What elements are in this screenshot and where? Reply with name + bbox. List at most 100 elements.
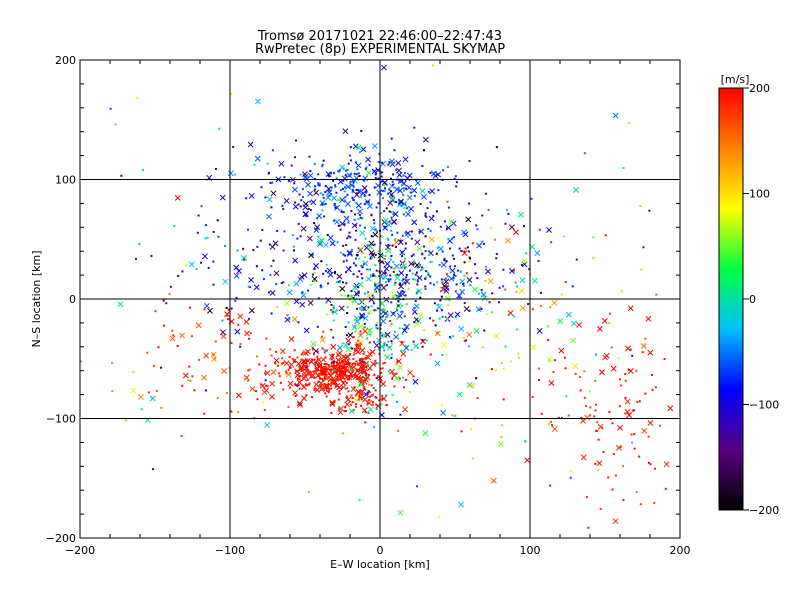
data-point xyxy=(236,249,239,252)
data-point xyxy=(382,197,385,200)
data-point xyxy=(374,389,377,392)
data-point xyxy=(593,415,596,418)
data-point xyxy=(403,187,406,190)
data-point xyxy=(355,307,358,310)
data-point xyxy=(347,216,350,219)
data-point xyxy=(375,269,378,272)
data-point xyxy=(368,268,371,271)
data-point xyxy=(485,313,488,316)
data-point xyxy=(383,258,386,261)
data-point xyxy=(351,401,354,404)
data-point xyxy=(599,369,605,376)
data-point xyxy=(201,253,208,260)
data-point xyxy=(340,209,343,212)
data-point xyxy=(427,271,430,274)
data-point xyxy=(601,426,604,429)
data-point xyxy=(454,311,461,318)
data-point xyxy=(325,363,328,366)
data-point xyxy=(415,271,418,274)
data-point xyxy=(311,273,314,276)
data-point xyxy=(286,314,289,317)
data-point xyxy=(245,197,248,200)
data-point xyxy=(571,320,577,327)
data-point xyxy=(299,301,306,308)
data-point xyxy=(378,152,381,155)
data-point xyxy=(306,235,313,242)
data-point xyxy=(342,381,345,384)
data-point xyxy=(362,315,369,322)
data-point xyxy=(366,402,369,405)
data-point xyxy=(548,359,551,362)
data-point xyxy=(342,187,345,190)
data-point xyxy=(401,290,404,293)
data-point xyxy=(630,433,633,436)
data-point xyxy=(481,214,484,217)
data-point xyxy=(393,283,396,286)
data-point xyxy=(372,302,375,305)
y-tick-label: −100 xyxy=(46,413,76,426)
data-point xyxy=(480,291,483,294)
data-point xyxy=(402,350,405,353)
data-point xyxy=(313,189,320,196)
data-point xyxy=(380,276,383,279)
data-point xyxy=(546,227,552,233)
data-point xyxy=(299,403,302,406)
data-point xyxy=(580,416,583,419)
data-point xyxy=(462,284,465,287)
data-point xyxy=(403,206,406,209)
data-point xyxy=(625,345,631,352)
data-point xyxy=(162,299,165,302)
data-point xyxy=(612,112,619,119)
data-point xyxy=(309,200,312,203)
data-point xyxy=(448,275,455,282)
data-point xyxy=(395,364,398,367)
data-point xyxy=(195,267,198,270)
data-point xyxy=(485,268,491,275)
data-point xyxy=(435,309,438,312)
data-point xyxy=(423,328,426,331)
data-point xyxy=(322,369,325,372)
data-point xyxy=(319,377,322,380)
data-point xyxy=(365,268,368,271)
data-point xyxy=(404,294,407,297)
data-point xyxy=(316,362,323,369)
data-point xyxy=(622,465,625,468)
data-point xyxy=(638,455,641,458)
data-point xyxy=(308,358,315,365)
data-point xyxy=(362,396,369,403)
data-point xyxy=(168,293,171,296)
data-point xyxy=(392,173,395,176)
data-point xyxy=(372,219,375,222)
data-point xyxy=(247,369,250,372)
data-point xyxy=(313,363,316,366)
data-point xyxy=(399,340,406,347)
data-point xyxy=(282,361,285,364)
data-point xyxy=(357,172,360,175)
data-point xyxy=(346,387,349,390)
data-point xyxy=(313,348,319,355)
data-point xyxy=(305,365,308,368)
data-point xyxy=(441,250,444,253)
data-point xyxy=(352,181,355,184)
data-point xyxy=(383,349,386,352)
data-point xyxy=(344,254,347,257)
data-point xyxy=(405,211,412,218)
data-point xyxy=(642,246,645,249)
data-point xyxy=(357,332,364,339)
data-point xyxy=(659,424,662,427)
data-point xyxy=(352,262,355,265)
data-point xyxy=(633,447,636,450)
data-point xyxy=(330,362,333,365)
data-point xyxy=(350,364,357,370)
data-point xyxy=(443,257,446,260)
data-point xyxy=(619,445,622,448)
data-point xyxy=(288,336,295,343)
data-point xyxy=(456,391,463,398)
data-point xyxy=(466,331,473,338)
data-point xyxy=(342,342,349,349)
data-point xyxy=(397,304,400,307)
data-point xyxy=(364,357,367,360)
data-point xyxy=(537,367,540,370)
data-point xyxy=(401,251,404,254)
data-point xyxy=(345,271,348,274)
